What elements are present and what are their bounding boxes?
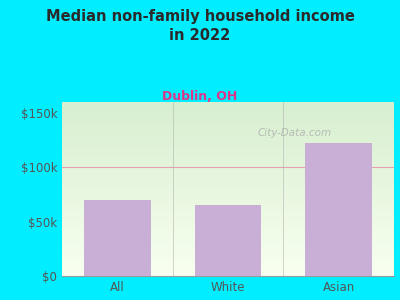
Text: Median non-family household income
in 2022: Median non-family household income in 20… [46, 9, 354, 43]
Bar [195, 205, 261, 276]
Bar [306, 143, 372, 276]
Bar [84, 200, 150, 276]
Text: Dublin, OH: Dublin, OH [162, 90, 238, 103]
Text: City-Data.com: City-Data.com [257, 128, 332, 138]
